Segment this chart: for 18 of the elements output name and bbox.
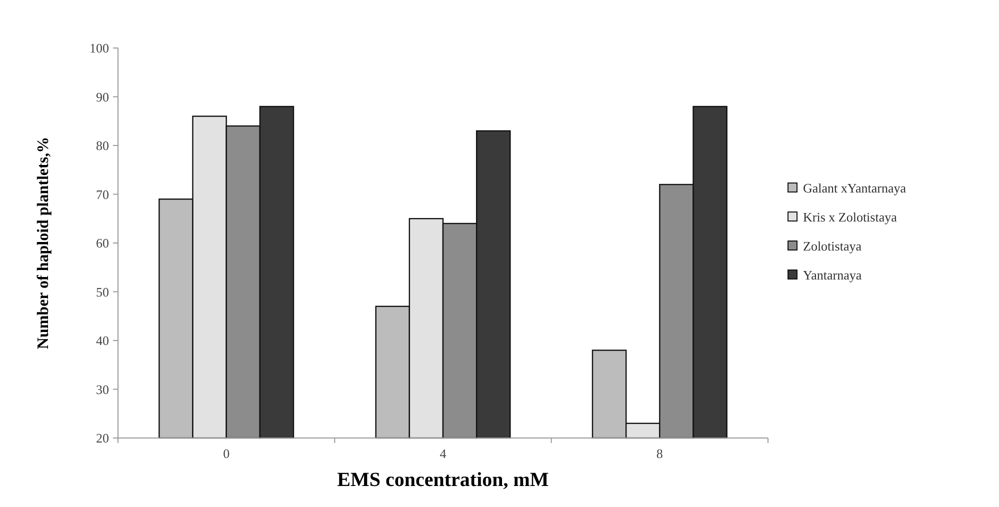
- legend-label: Zolotistaya: [803, 238, 862, 254]
- legend-label: Kris x Zolotistaya: [803, 210, 898, 225]
- x-tick-label: 0: [223, 446, 230, 461]
- x-tick-label: 4: [440, 446, 447, 461]
- legend-label: Yantarnaya: [803, 268, 862, 283]
- y-tick-label: 100: [90, 40, 109, 56]
- legend-label: Galant xYantarnaya: [803, 180, 906, 196]
- y-tick-label: 90: [96, 89, 109, 104]
- y-tick-label: 80: [96, 138, 109, 154]
- y-tick-label: 40: [96, 333, 109, 348]
- y-axis-title: Number of haploid plantlets,%: [35, 136, 52, 350]
- y-tick-label: 20: [96, 430, 109, 446]
- x-axis-title: EMS concentration, mM: [337, 469, 549, 491]
- y-tick-label: 60: [96, 236, 109, 251]
- y-tick-label: 70: [96, 186, 109, 202]
- x-tick-label: 8: [656, 446, 663, 461]
- y-tick-label: 30: [96, 382, 109, 397]
- y-tick-label: 50: [96, 284, 109, 300]
